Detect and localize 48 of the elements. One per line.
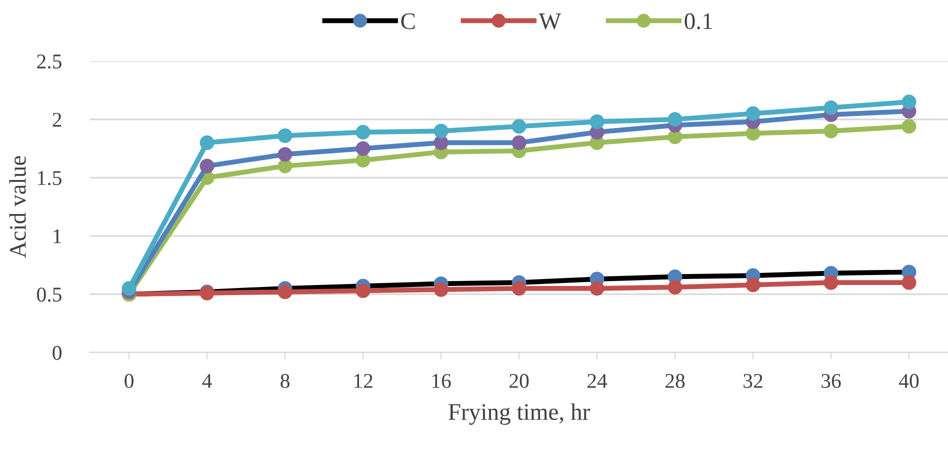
point bbox=[746, 106, 760, 121]
point bbox=[512, 135, 526, 150]
y-axis-title: Acid value bbox=[9, 156, 26, 258]
point bbox=[746, 278, 760, 292]
x-tick-label: 36 bbox=[822, 374, 841, 388]
x-tick-label: 8 bbox=[280, 374, 290, 388]
point bbox=[200, 158, 214, 174]
point bbox=[278, 284, 292, 300]
x-tick-label: 28 bbox=[666, 374, 685, 388]
legend-label: W bbox=[538, 14, 562, 30]
point bbox=[824, 100, 838, 116]
point bbox=[200, 135, 214, 150]
point bbox=[668, 280, 682, 295]
point bbox=[902, 119, 916, 134]
point bbox=[824, 124, 838, 138]
x-tick-label: 4 bbox=[202, 374, 212, 388]
point bbox=[668, 112, 682, 127]
x-tick-label: 20 bbox=[510, 374, 529, 388]
x-axis-title: Frying time, hr bbox=[448, 403, 590, 425]
x-tick-label: 12 bbox=[354, 374, 372, 388]
point bbox=[512, 119, 526, 134]
y-tick-label: 1 bbox=[54, 229, 62, 244]
x-tick-label: 0 bbox=[124, 374, 134, 388]
y-tick-label: 2 bbox=[52, 112, 62, 127]
point bbox=[122, 281, 136, 296]
y-tick-label: 0 bbox=[52, 346, 62, 360]
point bbox=[278, 147, 292, 162]
y-tick-label: 1.5 bbox=[38, 171, 62, 186]
legend-label: C bbox=[401, 13, 415, 30]
point bbox=[434, 282, 448, 297]
point bbox=[902, 275, 916, 290]
point bbox=[356, 141, 370, 156]
point bbox=[434, 124, 448, 138]
point bbox=[902, 94, 916, 110]
x-tick-label: 24 bbox=[588, 374, 608, 388]
point bbox=[356, 124, 370, 140]
point bbox=[278, 128, 292, 143]
x-tick-label: 32 bbox=[744, 374, 762, 388]
point bbox=[590, 114, 604, 129]
point bbox=[356, 283, 370, 298]
x-tick-label: 40 bbox=[898, 374, 919, 388]
legend-label: 0.1 bbox=[684, 13, 712, 30]
point bbox=[824, 275, 838, 290]
y-tick-label: 2.5 bbox=[37, 54, 62, 69]
point bbox=[590, 281, 604, 296]
x-tick-label: 16 bbox=[432, 374, 451, 388]
point bbox=[512, 281, 526, 296]
y-tick-label: 0.5 bbox=[37, 288, 62, 302]
